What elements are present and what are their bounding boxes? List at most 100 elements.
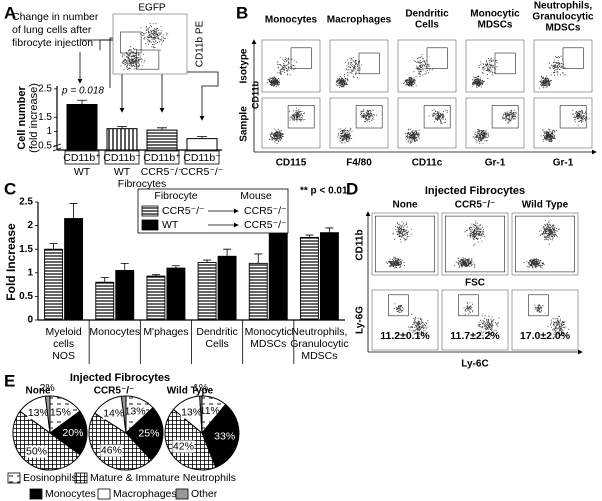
cytometry-dots	[471, 57, 498, 88]
legend-swatch	[141, 205, 159, 217]
value-label: 15%	[50, 406, 71, 418]
column-header: Granulocytic	[532, 12, 594, 23]
pie-slice	[201, 403, 240, 469]
error-bar	[100, 277, 109, 283]
legend-label: Eosinophils	[23, 472, 77, 484]
bar	[146, 129, 178, 151]
gate	[562, 47, 584, 69]
gate	[514, 215, 575, 273]
cytometry-plot	[261, 97, 321, 149]
gate	[120, 31, 142, 54]
column-header: Cells	[415, 20, 439, 31]
value-label: 13%	[28, 407, 49, 419]
gate	[290, 47, 312, 69]
label-bg	[49, 406, 72, 419]
value-label: 13%	[125, 406, 146, 418]
error-bar	[171, 265, 180, 269]
error-bar	[120, 262, 129, 271]
bar	[115, 269, 135, 321]
annotation: fibrocyte injection	[12, 37, 93, 49]
label-box	[184, 150, 220, 165]
cytometry-plot	[112, 13, 188, 75]
bar	[166, 267, 186, 321]
legend-label: Monocytes	[45, 488, 96, 500]
x-subcategory-label: WT	[74, 166, 91, 178]
x-axis-label: CD115	[276, 158, 307, 169]
cytometry-dots	[472, 109, 517, 144]
y-axis-label: Cell number	[16, 86, 28, 150]
inset-y-label: CD11b PE	[195, 20, 206, 67]
bar	[268, 222, 288, 321]
legend-label: Mature & Immature Neutrophils	[90, 472, 236, 484]
cytometry-dots	[403, 54, 433, 88]
gate	[491, 105, 519, 129]
legend-mouse-label: CCR5⁻/⁻	[244, 205, 287, 217]
gate	[426, 47, 448, 69]
gate	[358, 52, 380, 75]
column-header: Wild Type	[522, 200, 569, 211]
bar	[64, 218, 84, 321]
legend-header: Mouse	[240, 190, 272, 202]
label-bg	[124, 405, 147, 418]
cytometry-plot	[329, 97, 389, 149]
gate	[374, 215, 435, 273]
y-tick-label: 2.5	[19, 197, 33, 208]
value-label: 33%	[214, 430, 235, 442]
x-tick-label: Granulocytic	[290, 338, 348, 350]
label-bg	[100, 444, 123, 457]
label-bg	[172, 440, 195, 453]
cytometry-dots	[540, 109, 590, 143]
bar	[299, 236, 319, 321]
value-label: 13%	[181, 406, 202, 418]
gate	[388, 294, 409, 317]
legend-swatch	[29, 488, 43, 500]
bar	[44, 248, 64, 321]
x-axis-label: Gr-1	[553, 158, 574, 169]
column-header: None	[393, 200, 418, 211]
error-bar	[203, 259, 212, 263]
y-tick-label: 0.5	[19, 291, 33, 302]
cytometry-plot	[511, 212, 579, 276]
y-axis-label: CD11b	[250, 80, 260, 109]
cytometry-plot	[371, 289, 439, 351]
cytometry-plot	[397, 97, 457, 149]
bar	[186, 138, 218, 151]
x-subcategory-label: WT	[114, 166, 131, 178]
legend-swatch	[175, 488, 189, 500]
legend-swatch	[74, 472, 88, 484]
x-tick-label: Myeloid	[45, 326, 81, 338]
column-header: MDSCs	[477, 20, 512, 31]
y-axis-label: Ly-6G	[355, 306, 366, 334]
error-bar	[223, 248, 232, 257]
value-label: 42%	[173, 440, 194, 452]
x-tick-label: M'phages	[143, 326, 188, 338]
pie-slice	[44, 395, 51, 434]
legend-label: CCR5⁻/⁻	[162, 205, 205, 217]
gate	[136, 49, 160, 70]
y-axis-label: (fold increase)	[28, 83, 40, 153]
x-axis-label: CD11c	[412, 158, 443, 169]
x-tick-label: cells	[53, 338, 74, 350]
y-tick-label: 0	[27, 315, 33, 326]
x-tick-label: NOS	[52, 350, 75, 362]
error-bar	[254, 253, 263, 264]
x-axis-label: FSC	[465, 278, 485, 289]
bar	[95, 281, 115, 321]
y-tick-label: 1.5	[38, 112, 52, 123]
note: ** p < 0.01	[300, 186, 348, 197]
cytometry-dots	[266, 57, 298, 88]
panel-label: A	[4, 3, 16, 22]
gate	[287, 105, 315, 129]
pie-title: None	[26, 386, 51, 397]
x-tick-label: Dendritic	[196, 326, 237, 338]
cytometry-dots	[120, 22, 169, 71]
legend-header: Fibrocyte	[154, 190, 197, 202]
x-tick-label: CD11b⁺	[143, 152, 180, 164]
legend-swatch	[97, 488, 111, 500]
panel-label: C	[4, 179, 16, 198]
cytometry-dots	[539, 55, 567, 89]
y-axis-label: CD11b	[355, 229, 366, 260]
x-tick-label: CD11b⁻	[103, 152, 140, 164]
bar	[319, 232, 339, 321]
value-label: 1%	[193, 382, 208, 394]
